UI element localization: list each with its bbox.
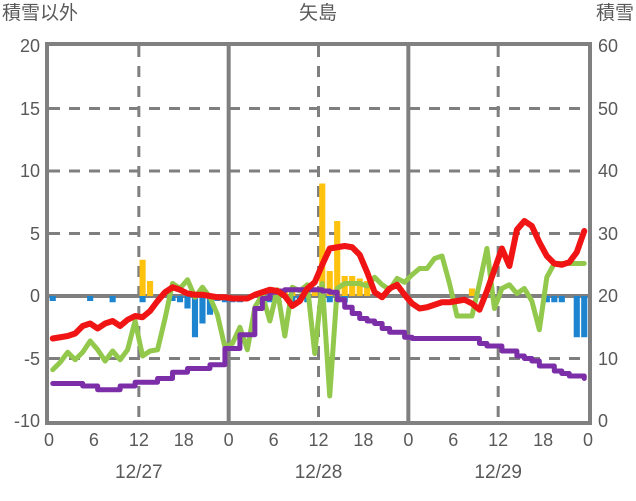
bar [326, 296, 333, 303]
right-axis-title: 積雪 [595, 3, 634, 24]
bar [319, 183, 326, 296]
bar [364, 281, 371, 296]
page-title: 矢島 [298, 3, 337, 24]
bar [311, 291, 318, 296]
y-tick-left: 0 [29, 286, 40, 306]
bar [543, 296, 550, 303]
y-tick-left: 20 [19, 36, 40, 56]
bar [573, 296, 580, 338]
bar [146, 281, 154, 296]
x-day-label: 12/28 [294, 462, 343, 483]
line-series-temperature [49, 218, 588, 342]
bar [468, 288, 476, 296]
y-tick-left: 10 [19, 161, 40, 181]
x-day-label: 12/29 [474, 462, 522, 483]
y-tick-right: 10 [598, 348, 619, 369]
plot-svg [49, 46, 588, 421]
x-tick-hour: 12 [308, 430, 329, 450]
bar [169, 296, 176, 301]
bar [191, 296, 199, 338]
x-tick-hour: 12 [128, 430, 149, 450]
bar [184, 296, 191, 309]
x-tick-hour: 0 [403, 430, 414, 450]
y-axis-left: 20 15 10 5 0 -5 -10 [0, 0, 40, 501]
x-tick-hour: 0 [223, 430, 234, 450]
y-tick-left: 5 [29, 223, 40, 244]
bar [558, 296, 565, 303]
y-tick-right: 30 [598, 223, 619, 244]
x-tick-hour: 18 [353, 430, 374, 450]
bar [139, 259, 146, 296]
y-tick-left: 15 [19, 98, 40, 119]
bar [334, 221, 341, 296]
y-tick-left: -10 [13, 411, 40, 431]
x-tick-hour: 0 [43, 430, 54, 450]
line-series-pressure [50, 287, 587, 393]
x-tick-hour: 18 [173, 430, 194, 450]
bar [49, 296, 56, 301]
x-tick-hour: 18 [533, 430, 554, 450]
x-day-label: 12/27 [115, 462, 163, 483]
bar [199, 296, 206, 324]
line-series-wind-speed [50, 246, 587, 399]
x-tick-hour: 6 [448, 430, 459, 450]
y-tick-right: 0 [598, 411, 609, 431]
y-tick-left: -5 [23, 348, 40, 369]
bar [139, 296, 146, 303]
y-tick-right: 40 [598, 161, 619, 181]
bar [87, 296, 94, 301]
bar [551, 296, 558, 303]
left-axis-title: 積雪以外 [2, 3, 79, 24]
y-tick-right: 20 [598, 286, 619, 306]
bar [356, 278, 363, 296]
y-tick-right: 50 [598, 98, 619, 119]
plot-area [45, 42, 592, 425]
x-tick-hour: 0 [582, 430, 593, 450]
bar [109, 296, 116, 303]
y-tick-right: 60 [598, 36, 619, 56]
y-axis-right: 60 50 40 30 20 10 0 [598, 0, 636, 501]
bar [581, 296, 588, 338]
bar [176, 296, 184, 303]
x-tick-hour: 12 [488, 430, 509, 450]
x-tick-hour: 6 [268, 430, 279, 450]
x-tick-hour: 6 [88, 430, 99, 450]
bar [206, 296, 214, 315]
bar [326, 271, 333, 296]
